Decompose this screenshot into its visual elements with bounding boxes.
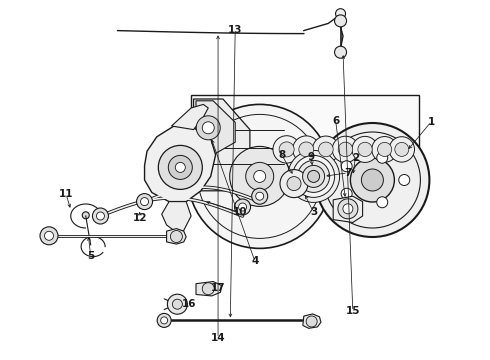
Circle shape [358,142,372,157]
Text: 3: 3 [310,207,317,217]
Circle shape [172,299,182,309]
Circle shape [239,203,246,211]
Circle shape [82,212,89,219]
Circle shape [306,316,317,327]
Circle shape [202,283,214,295]
Text: 5: 5 [87,251,94,261]
Polygon shape [303,314,321,328]
Text: 6: 6 [332,116,339,126]
Circle shape [235,199,250,215]
Text: 14: 14 [211,333,225,343]
Circle shape [157,314,171,327]
Circle shape [287,177,301,190]
Text: 17: 17 [211,283,225,293]
Circle shape [293,136,320,163]
Text: 12: 12 [132,213,147,223]
Circle shape [362,169,383,191]
Text: 11: 11 [59,189,74,199]
Text: 4: 4 [251,256,259,266]
Circle shape [168,294,187,314]
Polygon shape [145,126,216,202]
Circle shape [377,197,388,208]
Circle shape [171,230,182,243]
Circle shape [158,145,202,189]
Circle shape [188,104,332,248]
Circle shape [252,188,268,204]
Circle shape [303,165,324,188]
Circle shape [280,170,308,198]
Circle shape [318,142,333,157]
Circle shape [230,147,290,206]
Circle shape [389,137,415,162]
Circle shape [297,161,330,192]
Circle shape [169,156,192,179]
Circle shape [273,136,300,163]
Text: 13: 13 [228,24,243,35]
Circle shape [341,188,352,199]
Circle shape [97,212,104,220]
Circle shape [141,198,148,206]
Circle shape [343,204,353,214]
Circle shape [245,162,274,190]
Polygon shape [167,229,186,244]
Text: 7: 7 [344,168,352,178]
Circle shape [93,208,108,224]
Circle shape [256,192,264,200]
Circle shape [316,123,429,237]
Circle shape [202,122,214,134]
Polygon shape [194,99,250,191]
Circle shape [335,15,346,27]
Polygon shape [196,282,221,296]
Circle shape [137,194,152,210]
Circle shape [338,142,353,157]
Circle shape [352,136,378,162]
Circle shape [308,170,319,183]
Polygon shape [162,202,191,232]
Circle shape [299,142,314,157]
Circle shape [395,143,409,156]
Polygon shape [191,95,419,193]
Text: 10: 10 [233,207,247,217]
Circle shape [313,136,339,163]
Text: 16: 16 [181,299,196,309]
Polygon shape [172,104,208,130]
Circle shape [336,9,345,19]
Circle shape [175,162,185,172]
Circle shape [338,199,358,219]
Circle shape [279,142,294,157]
Circle shape [254,170,266,183]
Text: 15: 15 [345,306,360,316]
Circle shape [40,227,58,245]
Circle shape [378,142,392,157]
Circle shape [336,48,345,57]
Circle shape [341,161,352,172]
Circle shape [196,116,220,140]
Polygon shape [196,101,235,155]
Polygon shape [333,196,363,222]
Circle shape [350,158,394,202]
Circle shape [293,156,335,197]
Circle shape [399,175,410,185]
Circle shape [335,46,346,58]
Circle shape [332,136,359,163]
Circle shape [372,136,397,162]
Circle shape [45,231,53,240]
Text: 1: 1 [428,117,435,127]
Text: 2: 2 [352,153,359,163]
Text: 9: 9 [308,152,315,162]
Circle shape [161,317,168,324]
Circle shape [288,150,340,202]
Text: 8: 8 [278,150,285,160]
Circle shape [377,152,388,163]
